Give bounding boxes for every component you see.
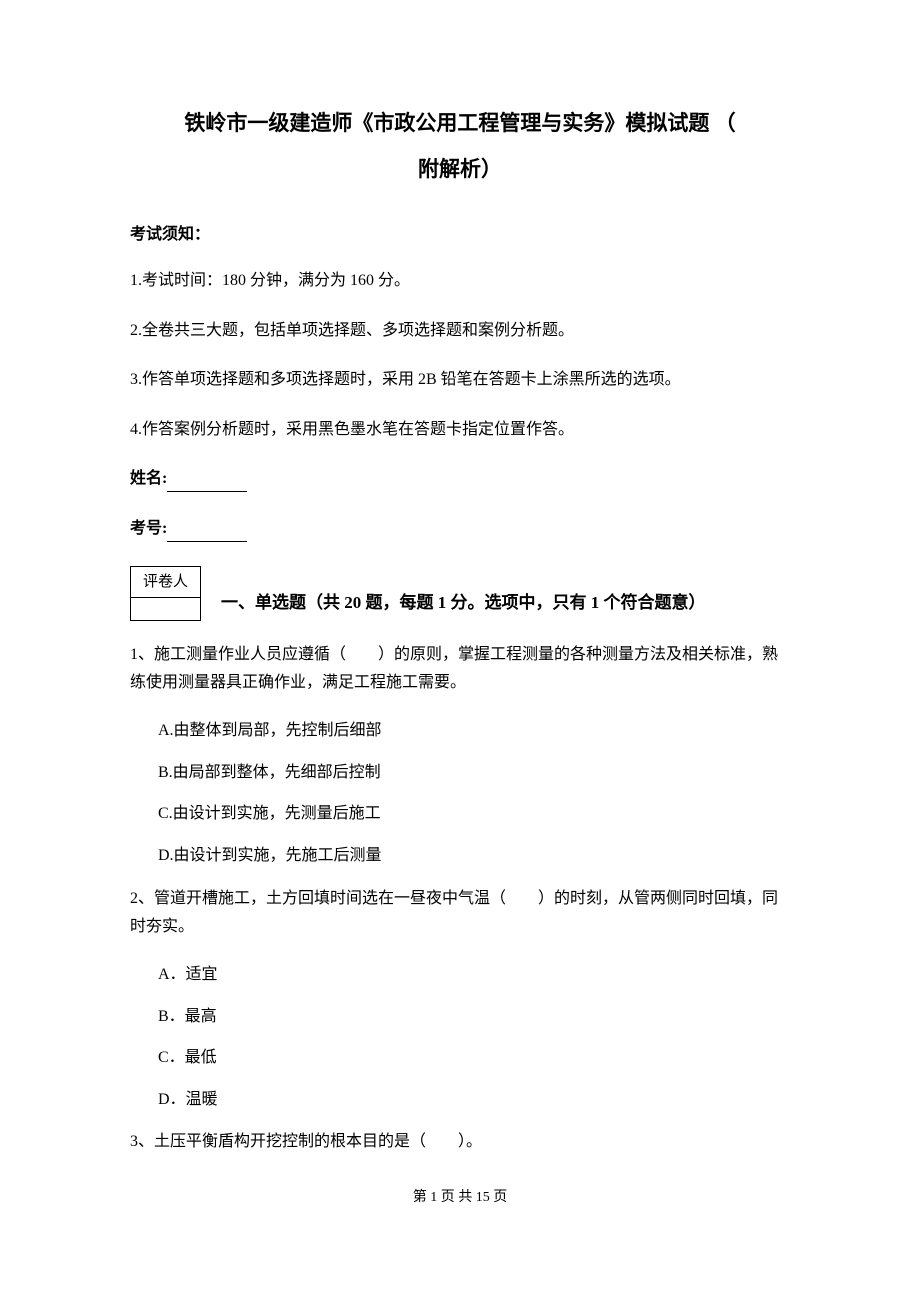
- name-field: 姓名:: [130, 466, 790, 492]
- scorer-box: 评卷人: [130, 566, 201, 621]
- question-2-option-d: D．温暖: [158, 1087, 790, 1113]
- instruction-3: 3.作答单项选择题和多项选择题时，采用 2B 铅笔在答题卡上涂黑所选的选项。: [130, 367, 790, 393]
- id-underline: [167, 541, 247, 542]
- question-1-option-b: B.由局部到整体，先细部后控制: [158, 760, 790, 786]
- notice-heading: 考试须知：: [130, 222, 790, 248]
- name-label: 姓名:: [130, 470, 167, 487]
- instruction-1: 1.考试时间：180 分钟，满分为 160 分。: [130, 268, 790, 294]
- name-underline: [167, 491, 247, 492]
- scorer-empty-cell: [131, 598, 200, 620]
- question-1-option-c: C.由设计到实施，先测量后施工: [158, 801, 790, 827]
- title-line-2: 附解析）: [130, 146, 790, 192]
- question-1-option-d: D.由设计到实施，先施工后测量: [158, 843, 790, 869]
- id-label: 考号:: [130, 520, 167, 537]
- question-2-option-c: C．最低: [158, 1045, 790, 1071]
- question-3: 3、土压平衡盾构开挖控制的根本目的是（ ）。: [130, 1128, 790, 1157]
- question-1-option-a: A.由整体到局部，先控制后细部: [158, 718, 790, 744]
- document-title: 铁岭市一级建造师《市政公用工程管理与实务》模拟试题 （ 附解析）: [130, 100, 790, 192]
- title-line-1: 铁岭市一级建造师《市政公用工程管理与实务》模拟试题 （: [130, 100, 790, 146]
- scorer-label: 评卷人: [131, 567, 200, 598]
- question-2-option-b: B．最高: [158, 1004, 790, 1030]
- question-2: 2、管道开槽施工，土方回填时间选在一昼夜中气温（ ）的时刻，从管两侧同时回填，同…: [130, 885, 790, 943]
- section-1-title: 一、单选题（共 20 题，每题 1 分。选项中，只有 1 个符合题意）: [221, 589, 706, 620]
- section-header-row: 评卷人 一、单选题（共 20 题，每题 1 分。选项中，只有 1 个符合题意）: [130, 566, 790, 621]
- id-field: 考号:: [130, 516, 790, 542]
- question-2-option-a: A．适宜: [158, 962, 790, 988]
- instruction-4: 4.作答案例分析题时，采用黑色墨水笔在答题卡指定位置作答。: [130, 417, 790, 443]
- question-1: 1、施工测量作业人员应遵循（ ）的原则，掌握工程测量的各种测量方法及相关标准，熟…: [130, 641, 790, 699]
- instruction-2: 2.全卷共三大题，包括单项选择题、多项选择题和案例分析题。: [130, 318, 790, 344]
- page-footer: 第 1 页 共 15 页: [130, 1187, 790, 1209]
